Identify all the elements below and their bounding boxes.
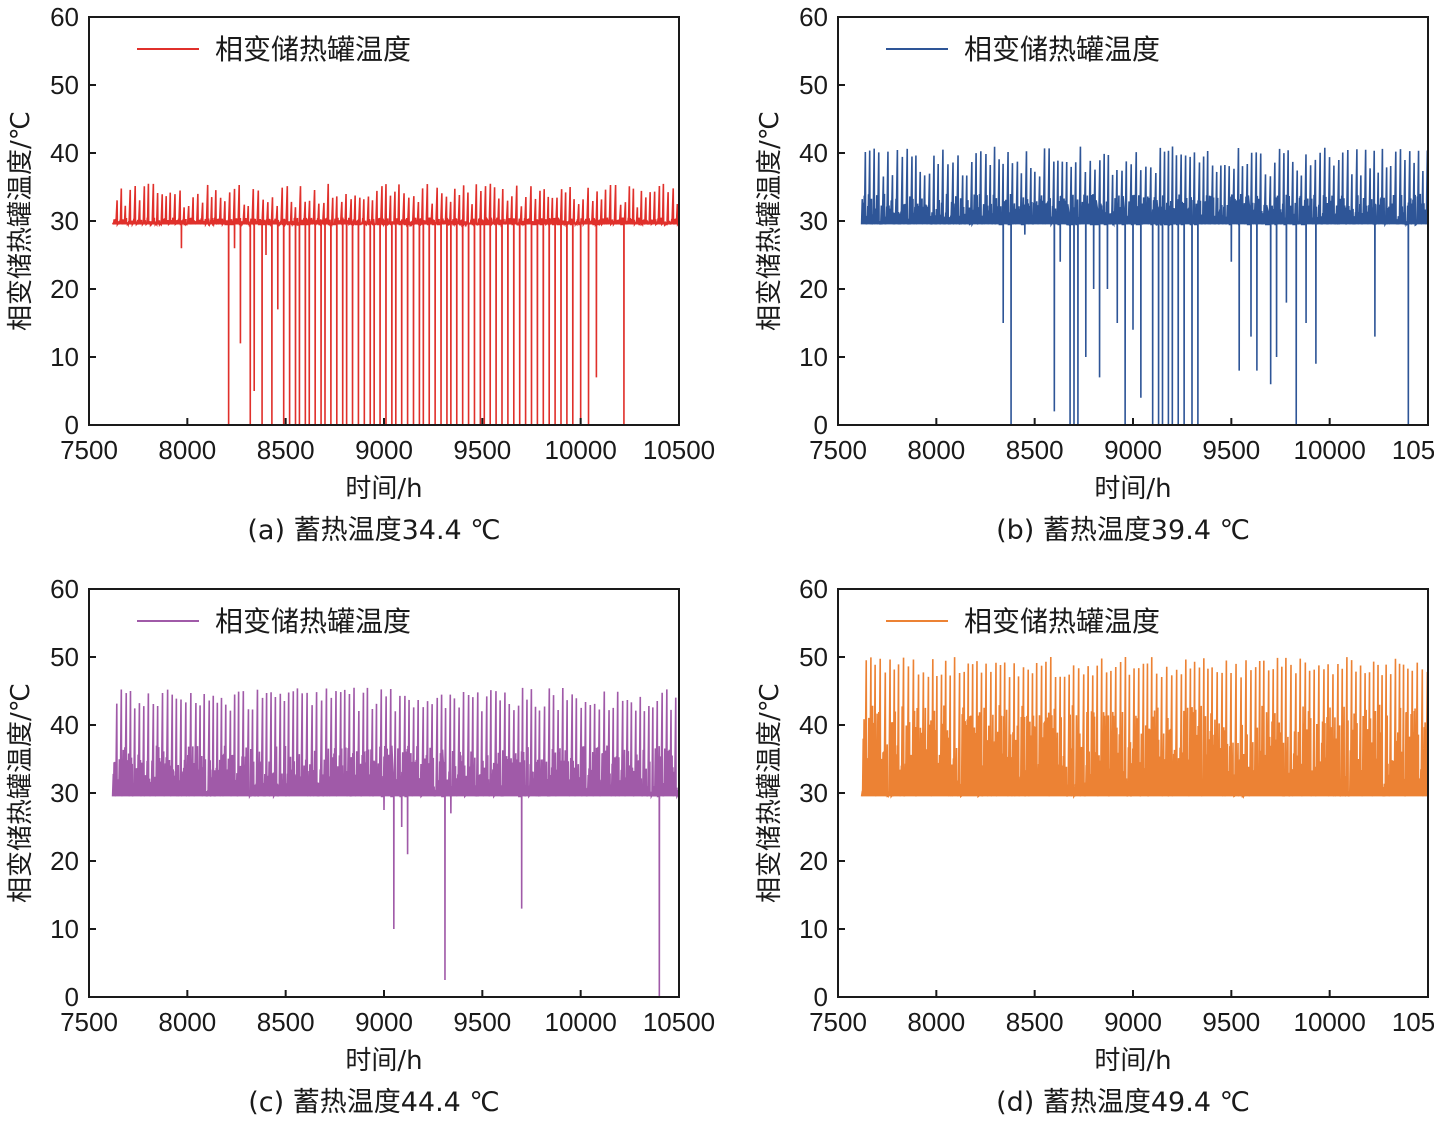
- y-tick-label: 40: [50, 710, 79, 740]
- legend-label: 相变储热罐温度: [964, 605, 1160, 638]
- y-tick-label: 20: [50, 274, 79, 304]
- x-tick-label: 8500: [1006, 435, 1064, 465]
- y-tick-label: 10: [50, 342, 79, 372]
- panel-caption: (d) 蓄热温度49.4 ℃: [996, 1087, 1250, 1118]
- x-tick-label: 10500: [643, 1007, 715, 1037]
- y-tick-label: 60: [799, 2, 828, 32]
- x-tick-label: 10000: [1294, 1007, 1366, 1037]
- y-tick-label: 60: [50, 2, 79, 32]
- x-tick-label: 9000: [355, 1007, 413, 1037]
- x-tick-label: 7500: [809, 1007, 867, 1037]
- x-tick-label: 9500: [1202, 1007, 1260, 1037]
- y-tick-label: 20: [799, 846, 828, 876]
- x-tick-label: 10500: [1392, 1007, 1434, 1037]
- x-axis-label: 时间/h: [345, 474, 422, 504]
- x-tick-label: 8500: [257, 1007, 315, 1037]
- y-tick-label: 30: [50, 778, 79, 808]
- y-tick-label: 10: [50, 914, 79, 944]
- y-tick-label: 50: [50, 70, 79, 100]
- y-tick-label: 0: [814, 410, 828, 440]
- x-tick-label: 10500: [1392, 435, 1434, 465]
- legend-label: 相变储热罐温度: [964, 33, 1160, 66]
- x-tick-label: 7500: [60, 1007, 118, 1037]
- y-tick-label: 40: [50, 138, 79, 168]
- chart-panel-4: 7500 8000 8500 9000 9500 10000 10500 0 10 20 30 40 5…: [755, 574, 1434, 1118]
- y-axis-label: 相变储热罐温度/℃: [6, 683, 36, 903]
- x-tick-label: 9500: [453, 1007, 511, 1037]
- y-tick-label: 50: [799, 70, 828, 100]
- temperature-series-line: [860, 657, 1428, 800]
- y-tick-label: 30: [799, 778, 828, 808]
- x-axis-label: 时间/h: [345, 1046, 422, 1076]
- chart-panel-1: 7500 8000 8500 9000 9500 10000 10500 0 10 20 30 40 5…: [6, 2, 715, 546]
- y-tick-label: 10: [799, 914, 828, 944]
- chart-panel-2: 7500 8000 8500 9000 9500 10000 10500 0 10 20 30 40 5…: [755, 2, 1434, 546]
- y-tick-label: 30: [50, 206, 79, 236]
- x-tick-label: 9000: [1104, 435, 1162, 465]
- x-tick-label: 8500: [1006, 1007, 1064, 1037]
- x-tick-label: 7500: [60, 435, 118, 465]
- y-tick-label: 30: [799, 206, 828, 236]
- y-axis-label: 相变储热罐温度/℃: [755, 111, 785, 331]
- x-tick-label: 8000: [907, 1007, 965, 1037]
- y-tick-label: 20: [50, 846, 79, 876]
- y-tick-label: 0: [65, 982, 79, 1012]
- x-tick-label: 9500: [1202, 435, 1260, 465]
- chart-panel-3: 7500 8000 8500 9000 9500 10000 10500 0 10 20 30 40 5…: [6, 574, 715, 1118]
- x-tick-label: 10000: [545, 435, 617, 465]
- y-tick-label: 0: [814, 982, 828, 1012]
- x-tick-label: 10000: [1294, 435, 1366, 465]
- x-tick-label: 8000: [907, 435, 965, 465]
- y-tick-label: 10: [799, 342, 828, 372]
- x-tick-label: 10000: [545, 1007, 617, 1037]
- x-tick-label: 10500: [643, 435, 715, 465]
- x-axis-label: 时间/h: [1094, 474, 1171, 504]
- x-tick-label: 8500: [257, 435, 315, 465]
- x-tick-label: 9000: [1104, 1007, 1162, 1037]
- temperature-series-line: [111, 183, 679, 425]
- legend-label: 相变储热罐温度: [215, 33, 411, 66]
- x-axis-label: 时间/h: [1094, 1046, 1171, 1076]
- y-tick-label: 0: [65, 410, 79, 440]
- y-tick-label: 60: [50, 574, 79, 604]
- y-tick-label: 20: [799, 274, 828, 304]
- x-tick-label: 9000: [355, 435, 413, 465]
- temperature-series-line: [111, 687, 679, 997]
- temperature-series-line: [860, 146, 1428, 425]
- y-axis-label: 相变储热罐温度/℃: [755, 683, 785, 903]
- y-tick-label: 50: [50, 642, 79, 672]
- y-tick-label: 60: [799, 574, 828, 604]
- y-axis-label: 相变储热罐温度/℃: [6, 111, 36, 331]
- x-tick-label: 8000: [158, 435, 216, 465]
- y-tick-label: 40: [799, 710, 828, 740]
- x-tick-label: 8000: [158, 1007, 216, 1037]
- x-tick-label: 9500: [453, 435, 511, 465]
- legend-label: 相变储热罐温度: [215, 605, 411, 638]
- panel-caption: (a) 蓄热温度34.4 ℃: [247, 515, 500, 546]
- y-tick-label: 50: [799, 642, 828, 672]
- panel-caption: (b) 蓄热温度39.4 ℃: [996, 515, 1250, 546]
- y-tick-label: 40: [799, 138, 828, 168]
- x-tick-label: 7500: [809, 435, 867, 465]
- panel-caption: (c) 蓄热温度44.4 ℃: [248, 1087, 500, 1118]
